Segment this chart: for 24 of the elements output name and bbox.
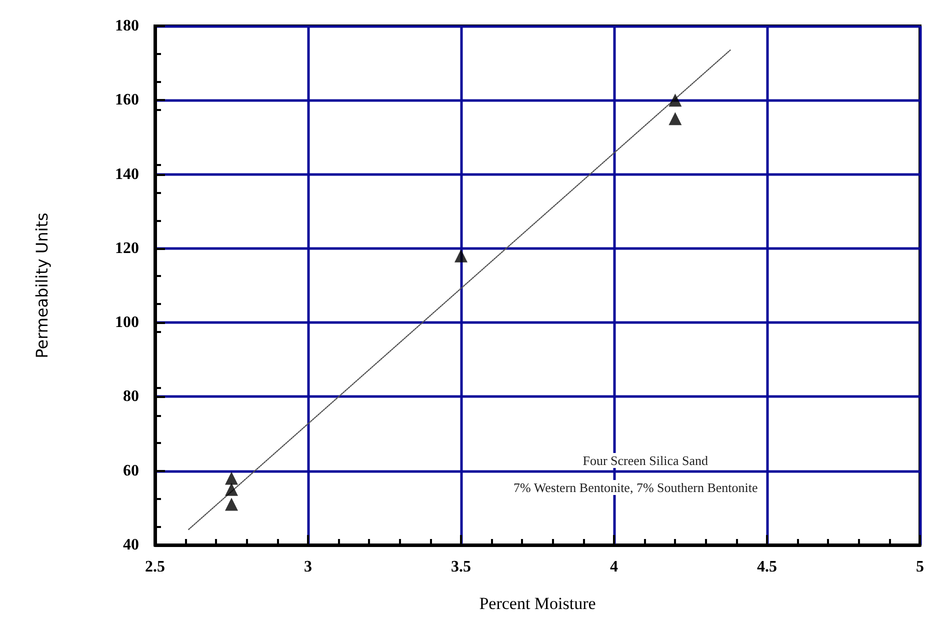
- point: [225, 498, 238, 511]
- y-tick-label: 100: [115, 314, 139, 332]
- annotation: 7% Western Bentonite, 7% Southern Bentonite: [514, 480, 758, 495]
- y-tick-label: 60: [123, 462, 139, 480]
- x-tick-label: 3: [304, 558, 312, 576]
- x-tick-label: 2.5: [145, 558, 165, 576]
- y-tick-label: 80: [123, 388, 139, 406]
- y-tick-label: 160: [115, 92, 139, 109]
- y-tick-label: 180: [115, 18, 139, 34]
- y-tick-label: 40: [123, 536, 139, 554]
- x-tick-label: 4: [610, 558, 618, 576]
- x-axis-title: Percent Moisture: [479, 594, 596, 613]
- annotation: Four Screen Silica Sand: [582, 453, 708, 468]
- y-tick-label: 140: [115, 166, 139, 183]
- y-axis-title: Permeability Units: [32, 212, 52, 358]
- x-tick-label: 3.5: [451, 558, 471, 576]
- point: [668, 112, 682, 126]
- point: [668, 94, 682, 107]
- y-tick-label: 120: [115, 240, 139, 257]
- x-tick-label: 4.5: [757, 558, 777, 576]
- x-tick-label: 5: [916, 558, 924, 576]
- point: [454, 249, 468, 262]
- point: [225, 482, 238, 496]
- point: [225, 472, 238, 485]
